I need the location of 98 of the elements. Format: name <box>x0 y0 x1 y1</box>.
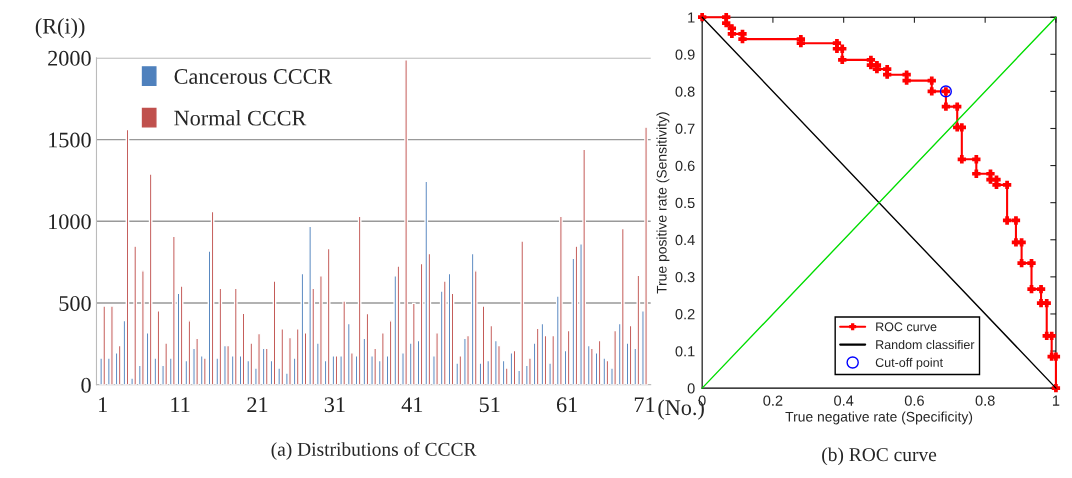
point <box>883 70 892 79</box>
legend-label: Cut-off point <box>875 357 943 370</box>
point <box>1027 284 1036 294</box>
bar <box>102 305 107 385</box>
x-tick-label: 11 <box>171 397 190 413</box>
x-tick-label: 1 <box>1052 395 1060 406</box>
bar <box>172 235 176 385</box>
point <box>1042 299 1051 308</box>
point <box>727 29 737 39</box>
y-tick-label: 0.9 <box>675 49 695 60</box>
bar <box>373 347 377 385</box>
x-axis-title: True negative rate (Specificity) <box>785 411 973 425</box>
point <box>941 102 951 111</box>
bar <box>249 342 254 385</box>
x-tick-label: 21 <box>247 397 268 413</box>
bar <box>280 328 285 385</box>
bar <box>620 227 625 385</box>
point <box>1002 180 1012 190</box>
bar <box>636 274 641 385</box>
bar <box>520 240 525 385</box>
point <box>927 87 936 96</box>
text: (a) Distributions of CCCR <box>271 442 477 460</box>
y-tick-label: 0.6 <box>675 160 695 172</box>
point <box>972 169 981 178</box>
point <box>1027 258 1036 268</box>
y-tick-label: 0.3 <box>675 271 695 283</box>
point <box>738 34 747 44</box>
y-axis-title: True positive rate (Sensitivity) <box>656 112 670 294</box>
point <box>1002 216 1012 225</box>
y-tick-label: 0.2 <box>675 309 695 320</box>
bar <box>489 324 494 385</box>
legend-label: Random classifier <box>876 339 975 350</box>
y-tick-label: 0.8 <box>675 86 695 97</box>
x-tick-label: 61 <box>556 397 577 413</box>
point <box>1017 258 1026 268</box>
point <box>927 76 936 85</box>
bar <box>497 344 501 385</box>
point <box>972 155 981 164</box>
point <box>1047 331 1056 341</box>
bar <box>424 180 429 385</box>
bar <box>326 247 331 385</box>
bar <box>233 287 238 385</box>
y-tick-label: 0.4 <box>675 234 695 246</box>
legend-label: Normal CCCR <box>174 109 307 126</box>
x-tick-label: 41 <box>401 397 423 413</box>
legend-label: ROC curve <box>876 322 937 332</box>
y-tick-label: 0 <box>687 383 695 394</box>
x-tick-label: 1 <box>99 397 107 413</box>
y-tick-label: 0.1 <box>675 346 695 357</box>
point <box>953 102 962 111</box>
y-tick-label: 1 <box>688 12 695 23</box>
bar <box>308 225 312 385</box>
point <box>838 44 847 53</box>
bar <box>381 332 385 385</box>
point <box>722 18 731 28</box>
text: (b) ROC curve <box>822 447 937 466</box>
point <box>957 155 966 164</box>
legend-label: Cancerous CCCR <box>174 69 333 84</box>
y-axis-title: (R(i)) <box>35 18 85 39</box>
point <box>986 169 995 178</box>
x-tick-label: 31 <box>324 397 345 413</box>
bar <box>110 305 114 385</box>
bar <box>342 300 347 385</box>
y-tick-label: 0.7 <box>675 123 695 134</box>
point <box>992 180 1001 190</box>
bar <box>133 245 138 385</box>
bar <box>404 59 408 385</box>
x-tick-label: 71 <box>634 397 655 413</box>
y-tick-label: 0 <box>81 377 91 393</box>
point <box>838 55 847 65</box>
y-tick-label: 1500 <box>49 132 91 148</box>
bar <box>148 173 153 385</box>
bar <box>257 332 261 385</box>
y-tick-label: 2000 <box>48 50 91 66</box>
bar <box>644 126 648 385</box>
bar <box>411 302 416 385</box>
bar <box>288 336 292 385</box>
bar <box>540 322 545 385</box>
bar <box>141 270 145 385</box>
bar <box>559 215 563 385</box>
bar <box>590 347 594 385</box>
bar <box>164 342 169 385</box>
point <box>1011 216 1021 225</box>
x-tick-label: 0.2 <box>763 395 783 406</box>
x-tick-label: 0.6 <box>904 395 924 406</box>
x-tick-label: 0.4 <box>834 395 854 406</box>
bar <box>535 327 540 385</box>
point <box>1036 284 1046 294</box>
x-tick-label: 0.8 <box>975 395 995 406</box>
x-tick-label: 51 <box>479 397 500 413</box>
bar <box>357 215 362 385</box>
bar <box>218 287 223 385</box>
point <box>902 76 911 85</box>
bar <box>319 275 323 385</box>
y-tick-label: 500 <box>59 295 91 311</box>
y-tick-label: 0.5 <box>675 197 695 209</box>
y-tick-label: 1000 <box>49 214 91 230</box>
point <box>1017 238 1026 247</box>
